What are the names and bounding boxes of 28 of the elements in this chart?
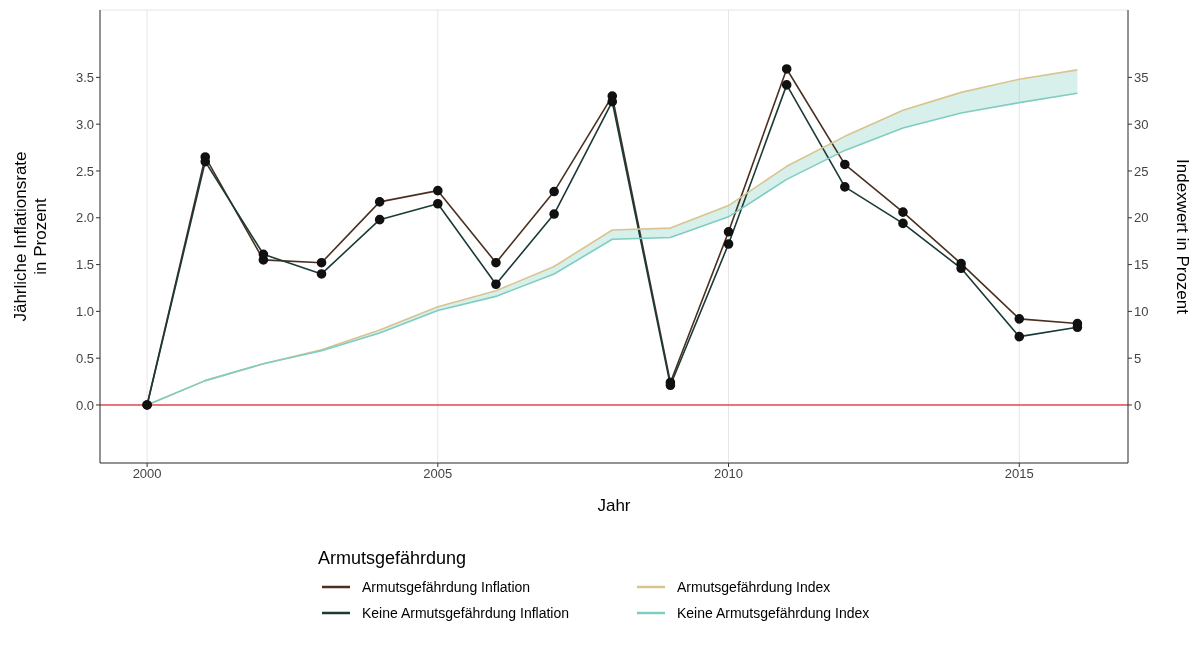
y-tick-label: 0.0	[75, 397, 94, 413]
y2-tick-label: 0	[1134, 397, 1142, 413]
legend-title: Armutsgefährdung	[318, 548, 468, 569]
y2-tick-label: 35	[1134, 70, 1149, 85]
legend-label: Keine Armutsgefährdung Inflation	[362, 605, 570, 621]
y-axis-title: Jährliche Inflationsrate in Prozent	[11, 151, 50, 322]
y2-tick-label: 20	[1134, 210, 1149, 226]
y-tick-label: 3.0	[75, 116, 94, 132]
x-tick-label: 2005	[423, 466, 453, 482]
x-axis-title: Jahr	[597, 496, 631, 515]
y-tick-label: 2.0	[75, 210, 94, 226]
x-tick-label: 2000	[132, 466, 162, 482]
y-tick-label: 1.5	[75, 257, 94, 273]
y2-tick-label: 25	[1134, 163, 1149, 179]
y-tick-label: 3.5	[75, 70, 94, 85]
legend-label: Keine Armutsgefährdung Index	[677, 605, 870, 621]
legend-label: Armutsgefährdung Index	[677, 579, 831, 595]
y-tick-label: 2.5	[75, 163, 94, 179]
y2-tick-label: 10	[1134, 303, 1149, 319]
y2-axis-title: Indexwert in Prozent	[1172, 159, 1192, 315]
y2-tick-label: 5	[1134, 350, 1142, 366]
y2-tick-label: 30	[1134, 116, 1149, 132]
y-tick-label: 0.5	[75, 350, 94, 366]
y2-tick-label: 15	[1134, 257, 1149, 273]
y-tick-label: 1.0	[75, 303, 94, 319]
x-tick-label: 2010	[714, 466, 744, 482]
legend-label: Armutsgefährdung Inflation	[362, 579, 531, 595]
x-tick-label: 2015	[1004, 466, 1034, 482]
